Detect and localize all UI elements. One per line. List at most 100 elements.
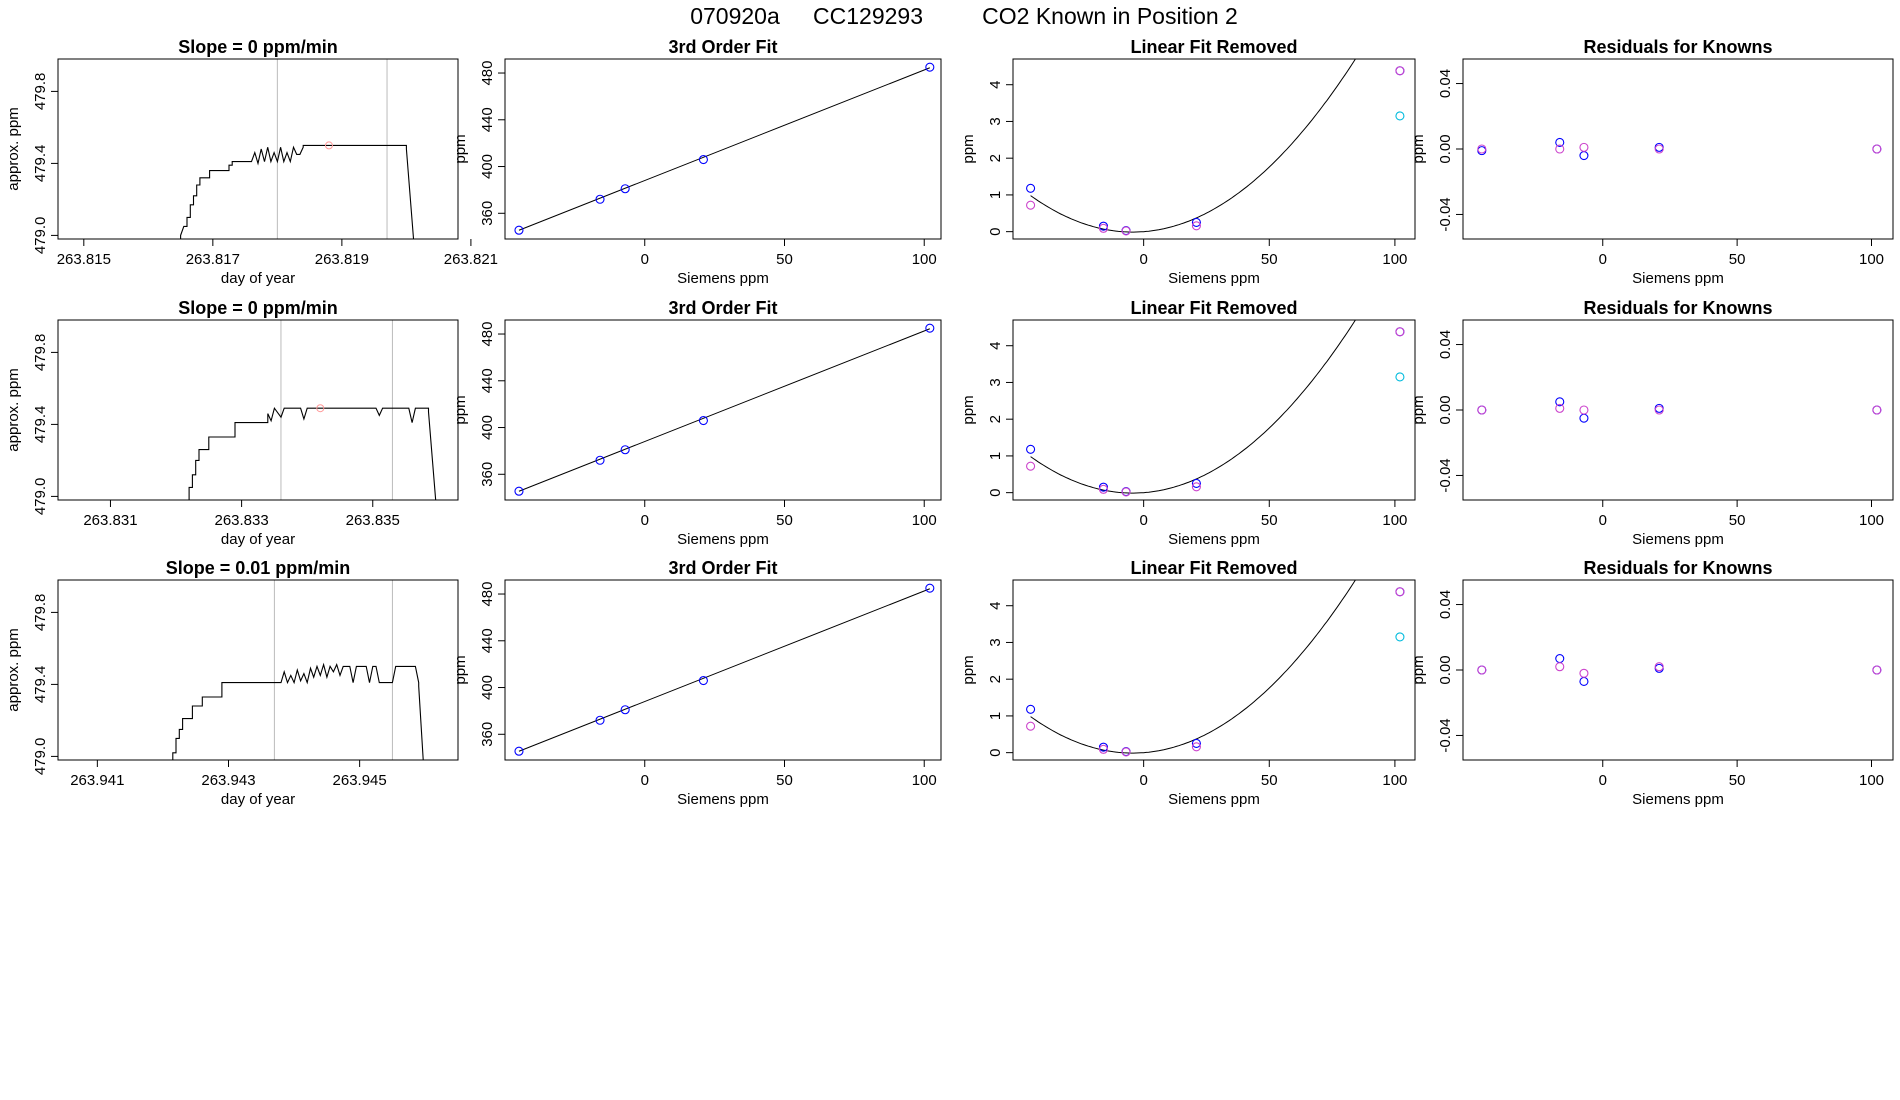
- plot-area: [172, 580, 424, 760]
- data-point-measured: [620, 445, 630, 455]
- chart-panel-r3-c1: Slope = 0.01 ppm/min 263.941 263.943 263.94…: [5, 558, 459, 808]
- y-tick-label: 4: [987, 602, 1004, 610]
- data-point-cyan: [1395, 372, 1405, 382]
- y-tick-label: 440: [479, 368, 496, 393]
- y-axis-label: ppm: [1410, 655, 1427, 684]
- plot-frame: [57, 58, 459, 240]
- data-point-magenta: [1555, 144, 1565, 154]
- y-tick-label: 0: [987, 748, 1004, 756]
- x-tick-label: 100: [1859, 251, 1884, 268]
- y-tick-label: 400: [479, 675, 496, 700]
- y-axis-label: ppm: [960, 395, 977, 424]
- data-point-magenta: [1477, 405, 1487, 415]
- y-tick-label: 479.4: [32, 145, 49, 183]
- data-point-magenta: [1555, 403, 1565, 413]
- x-tick-label: 100: [1859, 772, 1884, 789]
- panel-title: 3rd Order Fit: [668, 37, 777, 57]
- data-point-measured: [925, 323, 935, 333]
- y-tick-label: -0.04: [1437, 718, 1454, 752]
- data-point-measured: [595, 194, 605, 204]
- y-tick-label: 3: [987, 638, 1004, 646]
- x-tick-label: 50: [1261, 251, 1278, 268]
- y-tick-label: 2: [987, 415, 1004, 423]
- data-point-blue: [1026, 183, 1036, 193]
- chart-panel-r1-c3: Linear Fit Removed 0 50 100 0 1 2 3 4 Siemens ppm…: [960, 37, 1416, 287]
- data-point-magenta: [1579, 668, 1589, 678]
- x-axis-label: Siemens ppm: [677, 531, 769, 548]
- y-axis-label: ppm: [452, 395, 469, 424]
- data-point-blue: [1098, 742, 1108, 752]
- panel-title: 3rd Order Fit: [668, 298, 777, 318]
- x-axis-label: day of year: [221, 791, 295, 808]
- y-tick-label: -0.04: [1437, 197, 1454, 231]
- data-point-magenta: [1098, 223, 1108, 233]
- data-point-magenta: [1477, 665, 1487, 675]
- data-point-measured: [595, 715, 605, 725]
- plot-area: [180, 59, 415, 239]
- y-tick-label: 1: [987, 452, 1004, 460]
- x-axis-label: Siemens ppm: [1168, 270, 1260, 287]
- y-tick-label: 0: [987, 488, 1004, 496]
- x-tick-label: 50: [1729, 772, 1746, 789]
- fit-curve: [1030, 320, 1356, 494]
- x-tick-label: 263.817: [186, 251, 240, 268]
- fit-curve: [1030, 59, 1356, 233]
- data-point-magenta: [1579, 405, 1589, 415]
- y-axis-label: approx. ppm: [5, 628, 22, 711]
- panel-title: Linear Fit Removed: [1130, 558, 1297, 578]
- y-axis-label: approx. ppm: [5, 368, 22, 451]
- data-point-magenta: [1098, 744, 1108, 754]
- x-tick-label: 100: [1382, 251, 1407, 268]
- x-tick-label: 100: [1382, 512, 1407, 529]
- x-tick-label: 263.833: [214, 512, 268, 529]
- data-point-magenta: [1191, 742, 1201, 752]
- y-tick-label: 4: [987, 342, 1004, 350]
- data-point-blue: [1098, 482, 1108, 492]
- y-tick-label: 479.4: [32, 666, 49, 704]
- y-axis-label: ppm: [1410, 134, 1427, 163]
- data-point-magenta: [1191, 221, 1201, 231]
- plot-area: [514, 62, 935, 235]
- y-tick-label: 0.04: [1437, 590, 1454, 619]
- data-point-measured: [698, 154, 708, 165]
- window-mean-point: [316, 404, 325, 413]
- x-tick-label: 0: [1599, 251, 1607, 268]
- x-tick-label: 50: [776, 251, 793, 268]
- x-tick-label: 263.819: [315, 251, 369, 268]
- data-point-blue: [1191, 478, 1201, 489]
- plot-area: [1026, 320, 1405, 497]
- chart-panel-r2-c1: Slope = 0 ppm/min 263.831 263.833 263.835 47…: [5, 298, 459, 548]
- data-point-magenta: [1872, 665, 1882, 675]
- plot-area: [1026, 59, 1405, 236]
- x-tick-label: 50: [1729, 512, 1746, 529]
- data-point-measured: [620, 184, 630, 194]
- data-point-magenta: [1026, 200, 1036, 210]
- data-point-magenta: [1654, 144, 1664, 154]
- x-tick-label: 263.945: [333, 772, 387, 789]
- y-tick-label: 360: [479, 201, 496, 226]
- data-point-blue: [1555, 137, 1565, 148]
- chart-panel-r3-c4: Residuals for Knowns 0 50 100 -0.04 0.00 0.04 S…: [1410, 558, 1894, 808]
- plot-frame: [57, 579, 459, 761]
- y-tick-label: 0.00: [1437, 134, 1454, 163]
- data-point-magenta: [1654, 405, 1664, 415]
- data-point-magenta: [1395, 66, 1405, 76]
- plot-frame: [504, 58, 942, 240]
- x-tick-label: 263.821: [444, 251, 498, 268]
- figure-title-description: CO2 Known in Position 2: [982, 3, 1238, 29]
- fit-line: [518, 67, 931, 231]
- x-tick-label: 100: [1859, 512, 1884, 529]
- y-tick-label: 2: [987, 154, 1004, 162]
- plot-area: [514, 583, 935, 756]
- y-tick-label: 480: [479, 582, 496, 607]
- y-tick-label: 479.8: [32, 334, 49, 372]
- x-axis-label: day of year: [221, 531, 295, 548]
- panel-title: Slope = 0 ppm/min: [178, 37, 338, 57]
- y-tick-label: 1: [987, 712, 1004, 720]
- data-point-magenta: [1121, 226, 1131, 236]
- y-axis-label: approx. ppm: [5, 107, 22, 190]
- plot-area: [1477, 653, 1882, 687]
- y-tick-label: 479.8: [32, 594, 49, 632]
- plot-area: [1026, 580, 1405, 757]
- window-mean-point: [324, 141, 333, 150]
